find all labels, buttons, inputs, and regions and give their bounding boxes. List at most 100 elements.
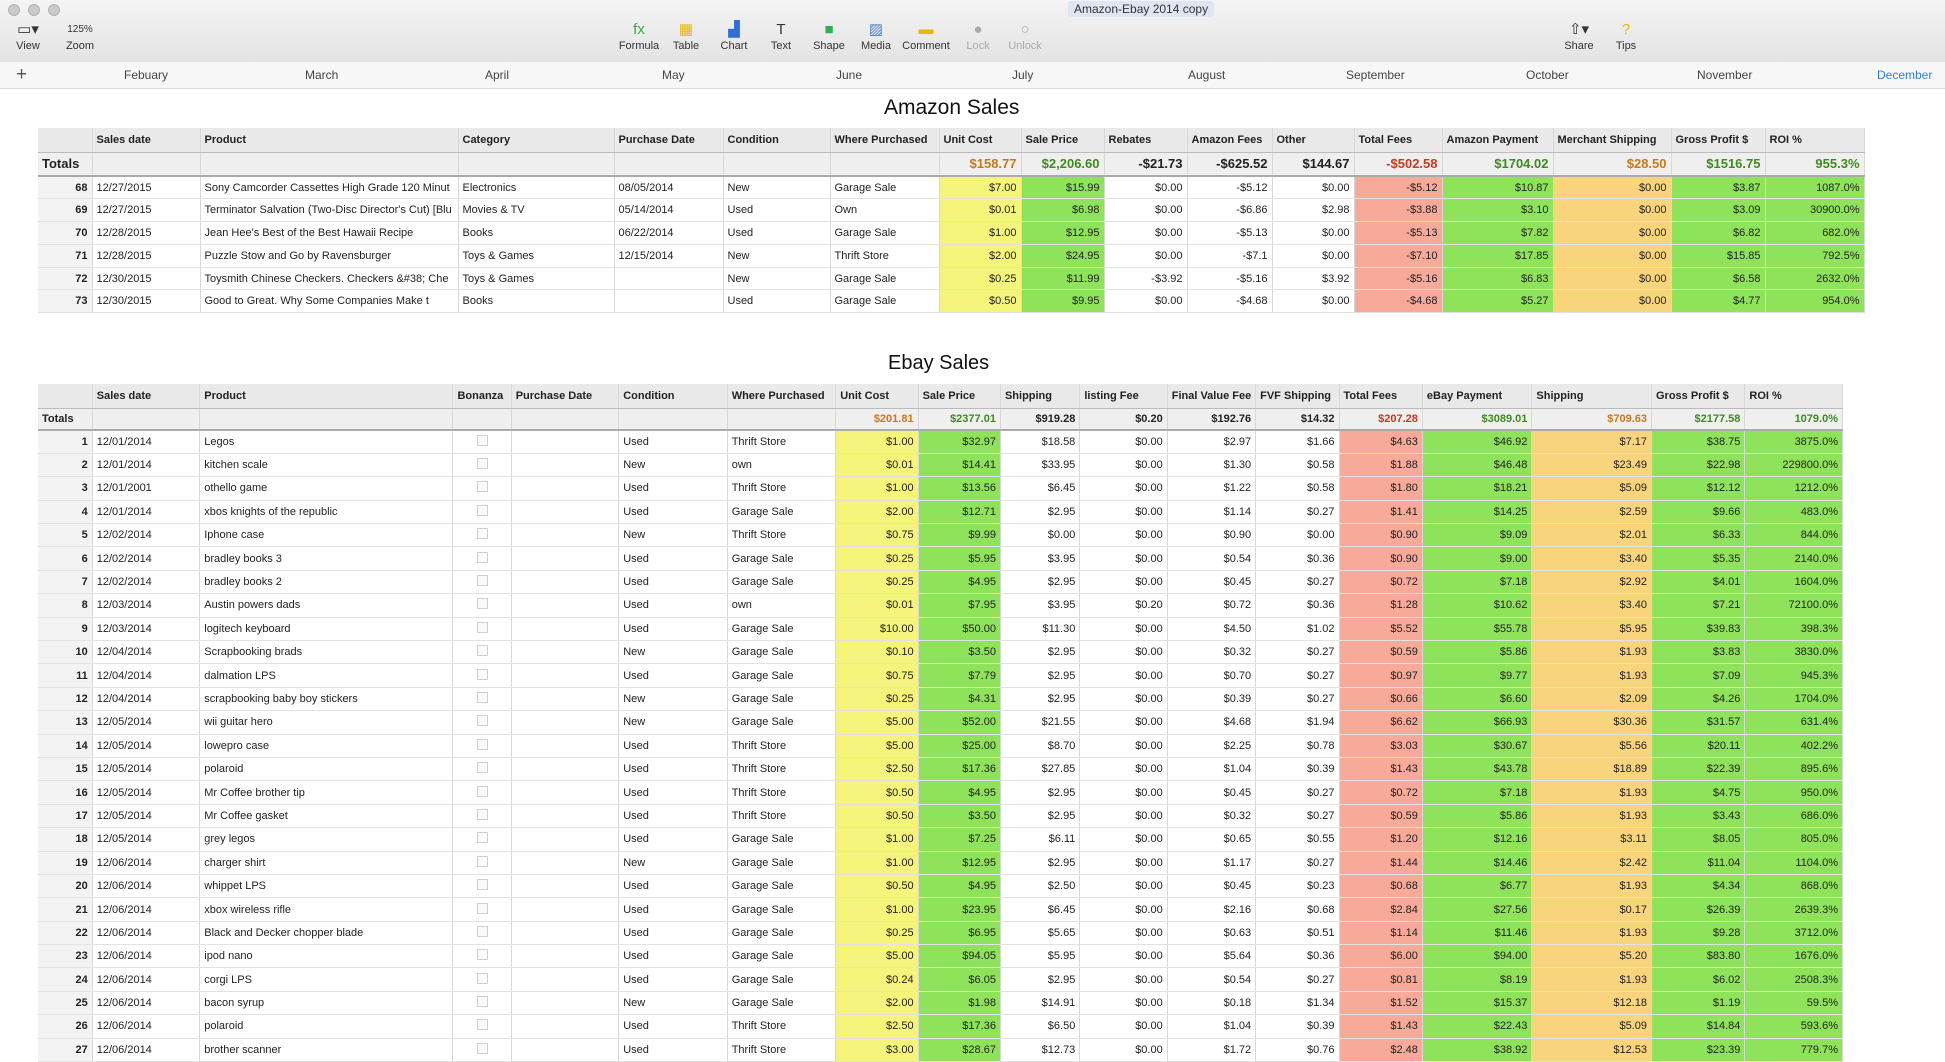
- table-cell[interactable]: [452, 944, 512, 969]
- table-cell[interactable]: 12/05/2014: [92, 804, 201, 829]
- table-cell[interactable]: -$6.86: [1187, 198, 1273, 223]
- table-cell[interactable]: $0.00: [1272, 221, 1355, 245]
- table-cell[interactable]: $0.00: [1079, 1038, 1168, 1062]
- column-header[interactable]: Amazon Fees: [1187, 128, 1273, 153]
- row-number[interactable]: 3: [38, 476, 93, 501]
- table-cell[interactable]: New: [723, 267, 831, 291]
- table-cell[interactable]: $52.00: [918, 710, 1001, 735]
- table-cell[interactable]: 12/01/2014: [92, 500, 201, 525]
- table-cell[interactable]: $4.01: [1651, 570, 1746, 595]
- row-number[interactable]: 18: [38, 827, 93, 852]
- table-cell[interactable]: $0.23: [1255, 874, 1340, 899]
- table-cell[interactable]: Used: [618, 430, 728, 454]
- table-cell[interactable]: $2.50: [1000, 874, 1081, 899]
- table-cell[interactable]: $5.27: [1442, 289, 1554, 314]
- table-cell[interactable]: $7.18: [1422, 570, 1533, 595]
- table-cell[interactable]: $0.27: [1255, 500, 1340, 525]
- table-cell[interactable]: Books: [458, 221, 615, 245]
- table-cell[interactable]: 12/06/2014: [92, 944, 201, 969]
- bonanza-checkbox[interactable]: [476, 668, 488, 680]
- row-number[interactable]: 71: [38, 244, 93, 268]
- table-cell[interactable]: Garage Sale: [727, 991, 837, 1016]
- table-cell[interactable]: $83.80: [1651, 944, 1746, 969]
- table-cell[interactable]: [452, 663, 512, 688]
- column-header[interactable]: Purchase Date: [614, 128, 724, 153]
- table-cell[interactable]: $2.48: [1339, 1038, 1423, 1062]
- sheet-tab-september[interactable]: September: [1346, 68, 1405, 82]
- table-cell[interactable]: $1.93: [1531, 663, 1652, 688]
- table-cell[interactable]: $8.19: [1422, 967, 1533, 992]
- table-cell[interactable]: $1.00: [835, 851, 919, 875]
- table-cell[interactable]: Used: [618, 593, 728, 618]
- table-cell[interactable]: $0.27: [1255, 967, 1340, 992]
- table-cell[interactable]: $7.00: [939, 176, 1022, 200]
- table-cell[interactable]: Garage Sale: [727, 687, 837, 712]
- table-cell[interactable]: 1676.0%: [1744, 944, 1843, 969]
- table-cell[interactable]: 1087.0%: [1765, 176, 1865, 200]
- table-cell[interactable]: logitech keyboard: [199, 617, 454, 642]
- table-cell[interactable]: New: [723, 244, 831, 268]
- tips-button[interactable]: ? Tips: [1600, 20, 1652, 52]
- table-cell[interactable]: $33.95: [1000, 453, 1081, 478]
- table-cell[interactable]: Garage Sale: [727, 921, 837, 946]
- table-cell[interactable]: dalmation LPS: [199, 663, 454, 688]
- table-cell[interactable]: 3830.0%: [1744, 640, 1843, 665]
- bonanza-checkbox[interactable]: [476, 645, 488, 657]
- table-cell[interactable]: $1.41: [1339, 500, 1423, 525]
- sheet-tab-july[interactable]: July: [1012, 68, 1034, 82]
- table-cell[interactable]: $2.01: [1531, 523, 1652, 548]
- table-cell[interactable]: Used: [618, 546, 728, 571]
- table-cell[interactable]: -$5.12: [1187, 176, 1273, 200]
- table-cell[interactable]: 12/06/2014: [92, 851, 201, 875]
- table-cell[interactable]: $15.85: [1671, 244, 1766, 268]
- table-cell[interactable]: 12/04/2014: [92, 663, 201, 688]
- table-cell[interactable]: 12/04/2014: [92, 640, 201, 665]
- sheet-tab-august[interactable]: August: [1188, 68, 1226, 82]
- table-cell[interactable]: $5.20: [1531, 944, 1652, 969]
- table-cell[interactable]: $0.00: [1079, 827, 1168, 852]
- table-cell[interactable]: Garage Sale: [727, 663, 837, 688]
- table-cell[interactable]: [452, 617, 512, 642]
- table-cell[interactable]: $5.00: [835, 710, 919, 735]
- table-cell[interactable]: Garage Sale: [727, 500, 837, 525]
- table-cell[interactable]: $0.18: [1167, 991, 1257, 1016]
- total-cell[interactable]: $2177.58: [1651, 408, 1746, 431]
- table-cell[interactable]: Garage Sale: [830, 267, 940, 291]
- bonanza-checkbox[interactable]: [476, 575, 488, 587]
- row-number[interactable]: 14: [38, 734, 93, 758]
- column-header[interactable]: Purchase Date: [511, 384, 620, 409]
- table-cell[interactable]: xbox wireless rifle: [199, 897, 454, 922]
- table-cell[interactable]: $1.14: [1167, 500, 1257, 525]
- table-cell[interactable]: Garage Sale: [727, 640, 837, 665]
- column-header[interactable]: [38, 384, 93, 409]
- total-cell[interactable]: -$502.58: [1354, 152, 1443, 177]
- bonanza-checkbox[interactable]: [476, 481, 488, 493]
- table-cell[interactable]: 792.5%: [1765, 244, 1865, 268]
- table-cell[interactable]: 12/30/2015: [92, 267, 201, 291]
- table-cell[interactable]: $3.50: [918, 804, 1001, 829]
- table-cell[interactable]: Thrift Store: [727, 734, 837, 758]
- table-cell[interactable]: 12/06/2014: [92, 1038, 201, 1062]
- table-cell[interactable]: 402.2%: [1744, 734, 1843, 758]
- table-cell[interactable]: [452, 430, 512, 454]
- bonanza-checkbox[interactable]: [476, 855, 488, 867]
- row-number[interactable]: 22: [38, 921, 93, 946]
- table-cell[interactable]: $2.50: [835, 757, 919, 782]
- bonanza-checkbox[interactable]: [476, 738, 488, 750]
- table-cell[interactable]: 229800.0%: [1744, 453, 1843, 478]
- table-cell[interactable]: 12/05/2014: [92, 827, 201, 852]
- table-cell[interactable]: $0.00: [1104, 221, 1188, 245]
- table-cell[interactable]: $1.00: [835, 827, 919, 852]
- lock-button[interactable]: ● Lock: [952, 20, 1004, 52]
- table-cell[interactable]: $27.56: [1422, 897, 1533, 922]
- table-cell[interactable]: $22.39: [1651, 757, 1746, 782]
- table-cell[interactable]: $1.20: [1339, 827, 1423, 852]
- column-header[interactable]: Unit Cost: [835, 384, 919, 409]
- table-cell[interactable]: [452, 640, 512, 665]
- table-cell[interactable]: 2140.0%: [1744, 546, 1843, 571]
- table-cell[interactable]: 593.6%: [1744, 1014, 1843, 1039]
- column-header[interactable]: Gross Profit $: [1671, 128, 1766, 153]
- table-cell[interactable]: -$5.12: [1354, 176, 1443, 200]
- table-cell[interactable]: $2.98: [1272, 198, 1355, 223]
- table-cell[interactable]: $2.00: [939, 244, 1022, 268]
